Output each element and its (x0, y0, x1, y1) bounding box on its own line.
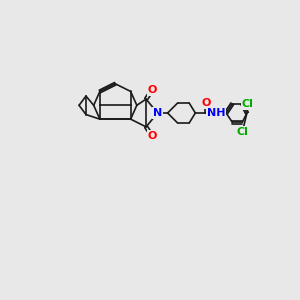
Text: Cl: Cl (242, 99, 254, 109)
Text: O: O (148, 85, 157, 95)
Text: N: N (153, 108, 162, 118)
Text: O: O (148, 131, 157, 141)
Text: Cl: Cl (236, 127, 248, 137)
Text: NH: NH (207, 108, 225, 118)
Text: O: O (201, 98, 211, 108)
